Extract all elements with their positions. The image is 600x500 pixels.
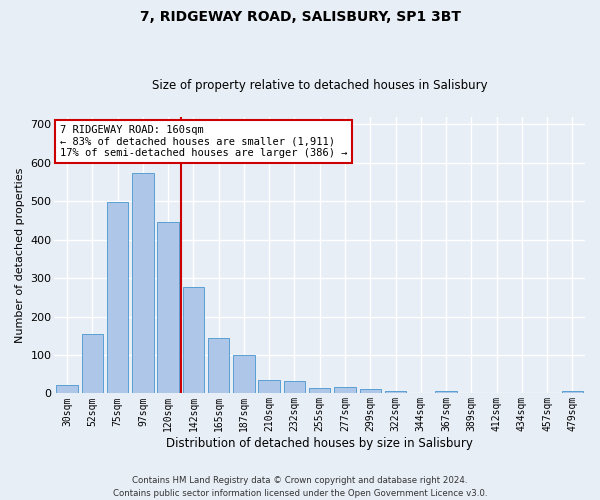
Title: Size of property relative to detached houses in Salisbury: Size of property relative to detached ho… [152, 79, 488, 92]
X-axis label: Distribution of detached houses by size in Salisbury: Distribution of detached houses by size … [166, 437, 473, 450]
Bar [56, 385, 78, 394]
Bar [132, 174, 154, 394]
Bar [309, 388, 331, 394]
Text: 7, RIDGEWAY ROAD, SALISBURY, SP1 3BT: 7, RIDGEWAY ROAD, SALISBURY, SP1 3BT [139, 10, 461, 24]
Y-axis label: Number of detached properties: Number of detached properties [15, 168, 25, 343]
Bar [233, 356, 254, 394]
Bar [334, 388, 356, 394]
Bar [208, 338, 229, 394]
Bar [259, 380, 280, 394]
Bar [182, 287, 204, 394]
Bar [157, 222, 179, 394]
Bar [359, 389, 381, 394]
Text: Contains HM Land Registry data © Crown copyright and database right 2024.
Contai: Contains HM Land Registry data © Crown c… [113, 476, 487, 498]
Bar [562, 391, 583, 394]
Bar [82, 334, 103, 394]
Text: 7 RIDGEWAY ROAD: 160sqm
← 83% of detached houses are smaller (1,911)
17% of semi: 7 RIDGEWAY ROAD: 160sqm ← 83% of detache… [60, 125, 347, 158]
Bar [284, 381, 305, 394]
Bar [385, 391, 406, 394]
Bar [107, 202, 128, 394]
Bar [436, 390, 457, 394]
